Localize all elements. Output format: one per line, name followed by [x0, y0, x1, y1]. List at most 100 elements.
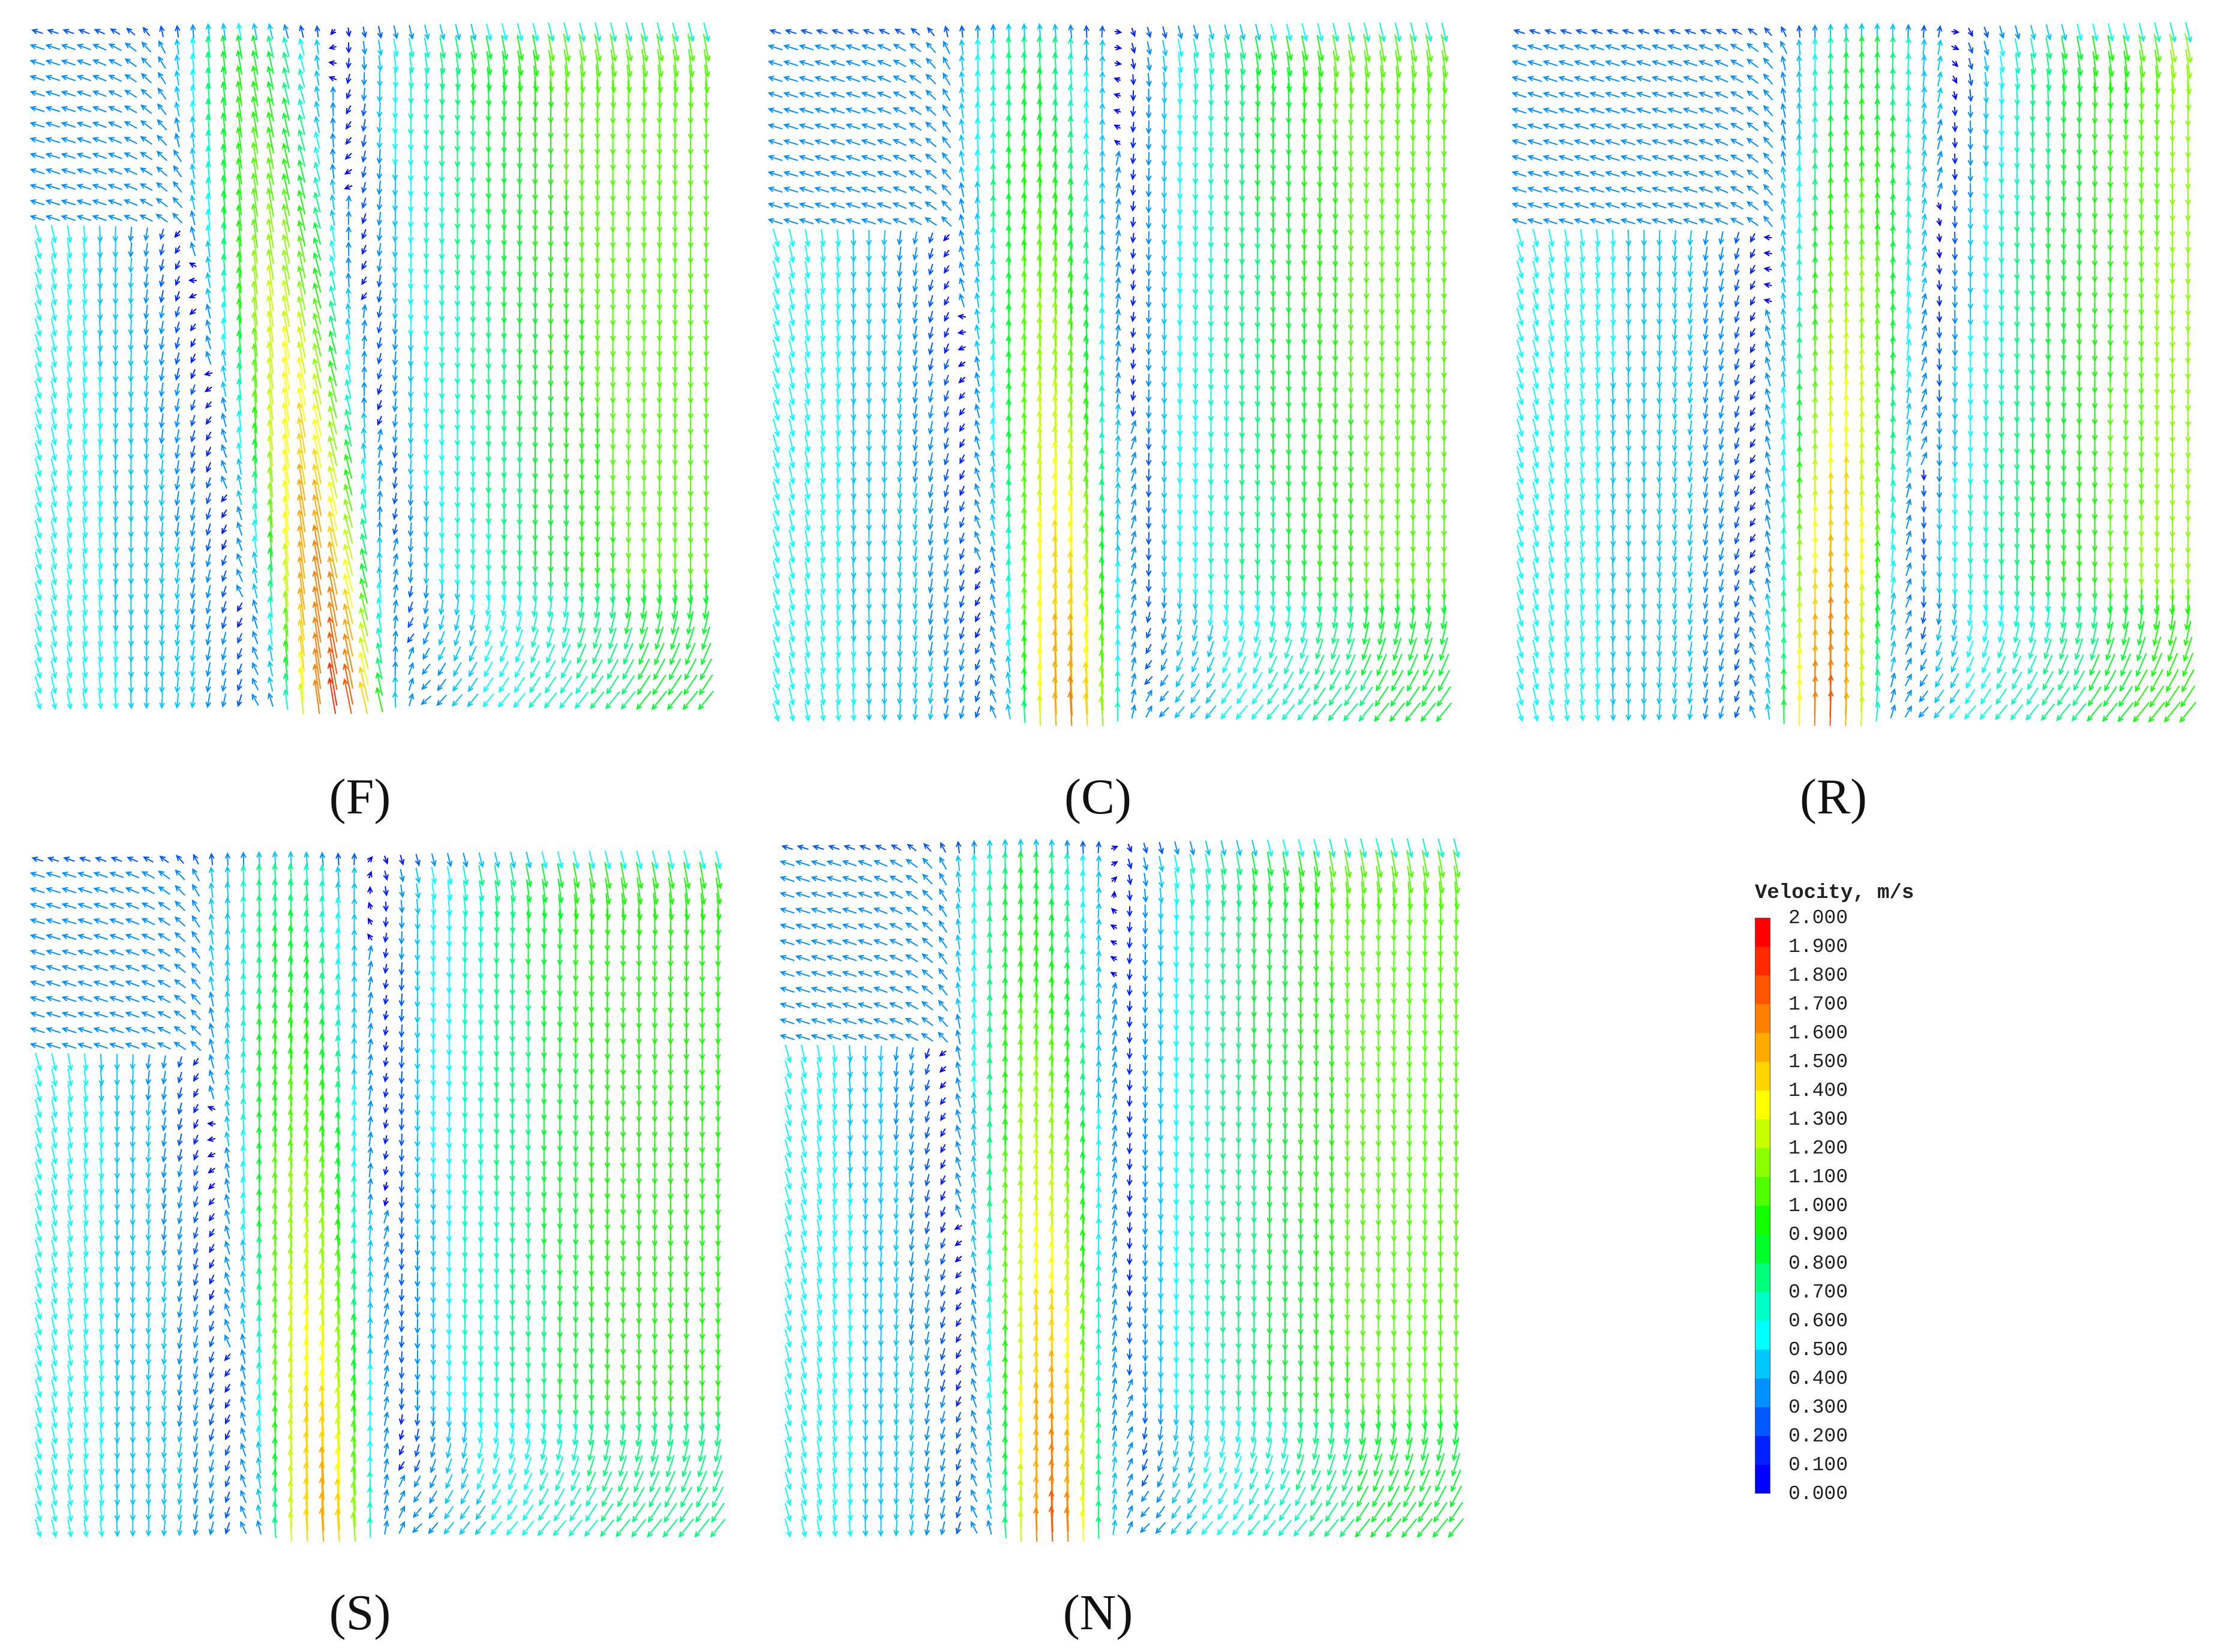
velocity-arrow	[835, 545, 841, 564]
velocity-arrow	[1625, 277, 1632, 295]
velocity-arrow	[516, 597, 522, 617]
velocity-arrow	[1625, 293, 1632, 310]
velocity-arrow	[1394, 605, 1400, 630]
velocity-arrow	[1130, 28, 1136, 37]
velocity-arrow	[344, 423, 352, 447]
velocity-arrow	[772, 656, 780, 675]
velocity-arrow	[805, 513, 811, 532]
velocity-arrow	[1083, 568, 1089, 602]
velocity-arrow	[1764, 325, 1771, 340]
velocity-arrow	[485, 598, 491, 617]
velocity-arrow	[1067, 395, 1073, 426]
velocity-arrow	[1130, 546, 1137, 560]
velocity-arrow	[943, 453, 950, 466]
velocity-arrow	[575, 675, 588, 695]
velocity-arrow	[1564, 355, 1570, 374]
velocity-arrow	[1763, 298, 1772, 304]
velocity-arrow	[1595, 324, 1601, 343]
velocity-arrow	[835, 466, 841, 485]
velocity-arrow	[346, 105, 352, 115]
velocity-arrow	[959, 134, 965, 150]
velocity-arrow	[221, 678, 227, 692]
velocity-arrow	[908, 138, 922, 147]
velocity-arrow	[392, 194, 398, 212]
velocity-arrow	[190, 461, 196, 474]
velocity-arrow	[328, 76, 337, 82]
velocity-arrow	[174, 475, 181, 491]
velocity-arrow	[990, 497, 996, 514]
velocity-arrow	[107, 215, 122, 221]
velocity-arrow	[45, 168, 61, 175]
velocity-arrow	[1394, 22, 1401, 43]
velocity-arrow	[266, 450, 274, 482]
velocity-arrow	[328, 435, 338, 467]
velocity-arrow	[266, 111, 274, 138]
velocity-arrow	[1161, 245, 1167, 263]
velocity-arrow	[767, 44, 783, 50]
velocity-arrow	[1021, 301, 1027, 331]
velocity-arrow	[1746, 43, 1759, 52]
velocity-arrow	[897, 546, 903, 563]
velocity-arrow	[788, 386, 796, 406]
velocity-arrow	[1253, 656, 1262, 674]
velocity-arrow	[1620, 91, 1635, 98]
velocity-arrow	[190, 522, 196, 537]
velocity-arrow	[851, 687, 857, 706]
velocity-arrow	[881, 372, 887, 389]
velocity-arrow	[850, 403, 857, 421]
velocity-arrow	[159, 25, 165, 38]
velocity-arrow	[343, 678, 352, 714]
velocity-arrow	[912, 278, 919, 293]
velocity-arrow	[1610, 245, 1616, 263]
velocity-arrow	[605, 691, 620, 710]
velocity-arrow	[45, 152, 61, 159]
velocity-arrow	[221, 317, 227, 336]
velocity-arrow	[1006, 23, 1012, 40]
velocity-arrow	[1967, 293, 1974, 310]
velocity-arrow	[1532, 418, 1539, 437]
velocity-arrow	[897, 451, 903, 468]
velocity-arrow	[29, 215, 45, 221]
velocity-arrow	[1641, 229, 1647, 247]
velocity-arrow	[1564, 245, 1570, 263]
velocity-arrow	[158, 459, 165, 476]
velocity-arrow	[1622, 29, 1634, 35]
velocity-arrow	[34, 380, 42, 400]
velocity-arrow	[1161, 340, 1167, 358]
velocity-arrow	[1036, 129, 1043, 155]
velocity-arrow	[1161, 530, 1167, 547]
velocity-arrow	[34, 473, 42, 493]
velocity-arrow	[266, 172, 274, 201]
velocity-arrow	[1378, 605, 1384, 630]
velocity-arrow	[251, 503, 258, 523]
velocity-arrow	[500, 645, 508, 663]
velocity-arrow	[1207, 641, 1214, 658]
velocity-arrow	[329, 178, 336, 195]
velocity-arrow	[928, 704, 934, 720]
velocity-arrow	[1718, 310, 1724, 325]
velocity-arrow	[974, 164, 981, 182]
velocity-arrow	[866, 450, 872, 468]
velocity-arrow	[2185, 22, 2192, 43]
velocity-arrow	[312, 373, 322, 405]
velocity-arrow	[990, 449, 996, 467]
velocity-arrow	[454, 614, 460, 632]
velocity-arrow	[344, 453, 353, 479]
velocity-arrow	[1145, 167, 1152, 182]
velocity-arrow	[638, 659, 650, 680]
velocity-arrow	[128, 242, 134, 258]
velocity-arrow	[174, 429, 181, 444]
velocity-arrow	[1130, 407, 1136, 417]
velocity-arrow	[174, 230, 181, 238]
velocity-arrow	[61, 44, 76, 50]
velocity-arrow	[113, 614, 119, 632]
velocity-arrow	[266, 434, 274, 467]
velocity-arrow	[330, 132, 336, 148]
velocity-arrow	[82, 567, 88, 585]
velocity-arrow	[958, 377, 966, 384]
velocity-arrow	[361, 396, 367, 412]
velocity-arrow	[1146, 73, 1152, 88]
velocity-arrow	[1780, 197, 1787, 214]
velocity-arrow	[1718, 420, 1724, 435]
velocity-arrow	[407, 444, 414, 460]
